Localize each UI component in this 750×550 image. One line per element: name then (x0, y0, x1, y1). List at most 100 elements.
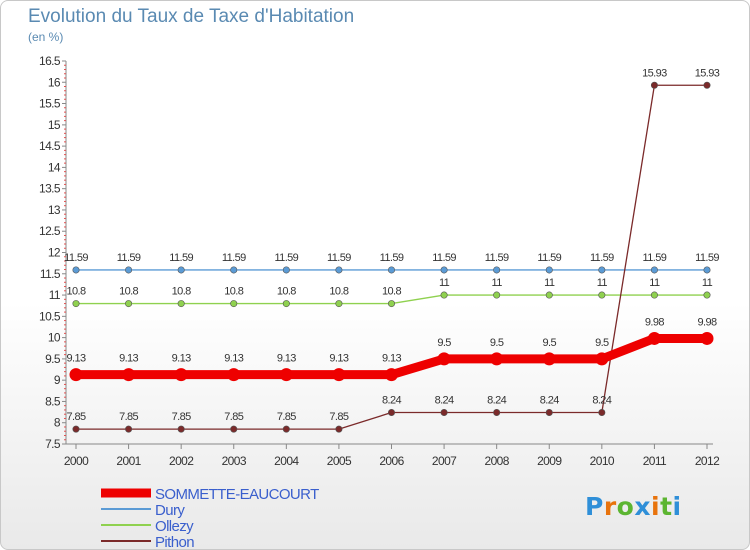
data-point (545, 266, 553, 274)
data-point (125, 300, 133, 308)
data-label: 9.5 (543, 337, 557, 349)
data-point (385, 368, 398, 382)
y-tick-label: 16 (48, 75, 61, 89)
logo-letter: i (672, 492, 682, 521)
data-point (279, 368, 293, 382)
chart-subtitle: (en %) (28, 30, 64, 44)
x-tick-label: 2006 (379, 454, 404, 468)
data-label: 7.85 (119, 411, 138, 423)
data-label: 7.85 (66, 411, 85, 423)
y-tick-label: 8.5 (45, 394, 61, 408)
data-point (122, 368, 136, 382)
data-point (227, 368, 241, 382)
y-tick-label: 15.5 (39, 97, 61, 111)
data-point (335, 300, 343, 308)
data-point (69, 368, 83, 382)
y-tick-label: 15 (48, 118, 61, 132)
y-tick-label: 11 (49, 288, 61, 302)
data-point (703, 81, 711, 89)
logo-letter: i (651, 492, 661, 521)
data-label: 11.59 (64, 252, 88, 264)
data-label: 11 (702, 277, 713, 289)
data-label: 8.24 (382, 395, 401, 407)
data-point (387, 266, 395, 274)
data-point (703, 291, 711, 299)
data-label: 10.8 (382, 286, 401, 298)
data-label: 11.59 (222, 252, 246, 264)
data-point (72, 425, 80, 433)
y-tick-label: 10.5 (39, 309, 61, 323)
data-point (282, 300, 290, 308)
y-tick-label: 16.5 (39, 54, 61, 68)
x-tick-label: 2009 (537, 454, 562, 468)
data-label: 11 (439, 277, 450, 289)
data-point (177, 425, 185, 433)
data-label: 9.5 (490, 337, 504, 349)
logo-letter: t (660, 492, 673, 521)
legend-label: Dury (155, 502, 185, 519)
data-point (542, 352, 556, 366)
data-point (230, 300, 238, 308)
data-label: 7.85 (224, 411, 243, 423)
data-label: 9.13 (119, 353, 138, 365)
x-tick-label: 2005 (327, 454, 352, 468)
series-ollezy: 10.8 10.8 10.8 10.8 10.8 10.8 10.8 11 11 11 11 11 11 (66, 277, 713, 308)
data-point (282, 425, 290, 433)
y-tick-label: 10 (48, 331, 61, 345)
data-point (440, 291, 448, 299)
data-point (598, 291, 606, 299)
x-tick-label: 2008 (485, 454, 510, 468)
data-point (335, 266, 343, 274)
data-point (490, 352, 504, 366)
data-label: 11.59 (380, 252, 404, 264)
data-point (440, 266, 448, 274)
legend-label: Ollezy (155, 518, 194, 535)
data-label: 9.13 (277, 353, 296, 365)
data-point (700, 331, 714, 345)
data-label: 9.98 (697, 316, 716, 328)
y-tick-label: 8 (54, 416, 61, 430)
data-point (650, 291, 658, 299)
y-tick-label: 13.5 (39, 182, 61, 196)
data-point (703, 266, 711, 274)
legend-label: Pithon (155, 534, 194, 550)
data-label: 8.24 (540, 395, 559, 407)
x-tick-label: 2000 (64, 454, 89, 468)
data-point (598, 266, 606, 274)
data-point (493, 291, 501, 299)
data-label: 8.24 (435, 395, 454, 407)
data-label: 11.59 (590, 252, 614, 264)
data-label: 15.93 (695, 67, 720, 79)
x-tick-label: 2010 (590, 454, 615, 468)
proxiti-logo: Proxiti (585, 492, 682, 521)
data-label: 11 (649, 277, 660, 289)
data-label: 11.59 (117, 252, 141, 264)
y-tick-label: 7.5 (45, 437, 61, 451)
data-label: 11.59 (695, 252, 719, 264)
y-tick-label: 9 (54, 373, 61, 387)
data-label: 7.85 (329, 411, 348, 423)
y-tick-label: 12 (48, 246, 61, 260)
legend-label: SOMMETTE-EAUCOURT (155, 486, 319, 503)
data-label: 11.59 (274, 252, 298, 264)
data-label: 9.5 (595, 337, 609, 349)
data-point (387, 300, 395, 308)
data-label: 7.85 (172, 411, 191, 423)
data-label: 8.24 (487, 395, 506, 407)
data-point (387, 409, 395, 417)
data-point (650, 266, 658, 274)
y-tick-label: 9.5 (45, 352, 61, 366)
x-tick-label: 2001 (116, 454, 141, 468)
x-tick-label: 2002 (169, 454, 194, 468)
chart-title: Evolution du Taux de Taxe d'Habitation (28, 6, 355, 27)
x-tick-label: 2003 (222, 454, 247, 468)
data-point (598, 409, 606, 417)
data-label: 10.8 (329, 286, 348, 298)
data-point (650, 81, 658, 89)
data-label: 11.59 (643, 252, 667, 264)
y-tick-label: 14 (48, 160, 61, 174)
data-label: 9.13 (66, 353, 85, 365)
y-tick-label: 12.5 (39, 224, 61, 238)
